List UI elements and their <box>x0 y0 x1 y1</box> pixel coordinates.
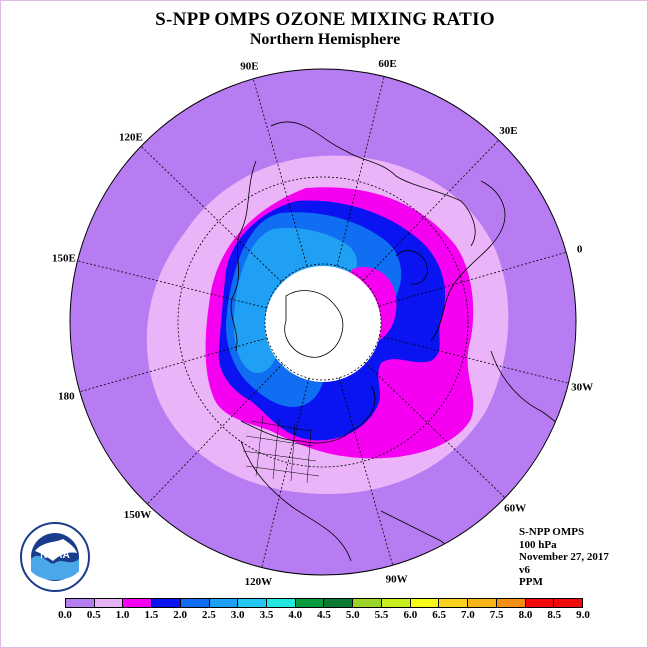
colorbar-segment <box>410 599 440 607</box>
meridian-line <box>140 145 282 282</box>
colorbar-tick-label: 5.0 <box>345 609 360 621</box>
info-version: v6 <box>519 563 530 576</box>
colorbar-tick-label: 2.0 <box>173 609 187 621</box>
colorbar <box>65 598 583 608</box>
noaa-logo: NOAA <box>20 522 90 592</box>
longitude-label: 120E <box>119 132 143 144</box>
colorbar-segment <box>94 599 124 607</box>
longitude-label: 150W <box>124 509 152 521</box>
colorbar-segment <box>554 599 582 607</box>
colorbar-segment <box>152 599 181 607</box>
longitude-label: 60W <box>504 502 526 514</box>
colorbar-segment <box>324 599 354 607</box>
colorbar-tick-label: 4.0 <box>288 609 303 621</box>
colorbar-tick-label: 7.5 <box>489 609 504 621</box>
colorbar-segment <box>180 599 210 607</box>
colorbar-tick-label: 5.5 <box>374 609 389 621</box>
longitude-label: 90E <box>240 60 258 72</box>
colorbar-tick-label: 8.5 <box>547 609 562 621</box>
colorbar-tick-label: 6.0 <box>403 609 418 621</box>
longitude-label: 120W <box>245 576 273 588</box>
meridian-line <box>77 260 267 309</box>
meridian-line <box>379 335 569 384</box>
colorbar-tick-label: 1.0 <box>115 609 130 621</box>
map-title: S-NPP OMPS OZONE MIXING RATIO <box>155 9 495 30</box>
longitude-label: 60E <box>378 58 396 70</box>
colorbar-tick-label: 3.0 <box>230 609 245 621</box>
colorbar-segment <box>295 599 325 607</box>
meridian-line <box>146 363 283 505</box>
map-border <box>69 68 577 576</box>
info-instrument: S-NPP OMPS <box>519 526 585 538</box>
meridian-line <box>336 76 385 266</box>
meridian-line <box>338 377 394 566</box>
longitude-labels: 90E 60E 30E 0 30W 60W 90W 120W 150W 180 150E 120E <box>52 58 593 588</box>
colorbar-tick-label: 4.5 <box>317 609 331 621</box>
info-date: November 27, 2017 <box>519 551 609 563</box>
meridian-line <box>378 251 567 307</box>
colorbar-segment <box>238 599 268 607</box>
polar-night-no-data <box>265 266 381 382</box>
noaa-logo-text: NOAA <box>40 550 69 561</box>
usa-state-boundaries <box>242 415 320 484</box>
colorbar-segment <box>439 599 469 607</box>
colorbar-segment <box>267 599 296 607</box>
colorbar-tick-label: 7.0 <box>461 609 475 621</box>
latitude-circles <box>177 176 469 468</box>
longitude-label: 90W <box>386 574 408 586</box>
colorbar-tick-label: 3.5 <box>259 609 274 621</box>
longitude-label: 180 <box>58 391 75 403</box>
colorbar-tick-label: 0.0 <box>58 609 72 621</box>
colorbar-segment <box>381 599 411 607</box>
longitude-label: 150E <box>52 252 76 264</box>
colorbar-segment <box>66 599 95 607</box>
colorbar-tick-label: 6.5 <box>432 609 446 621</box>
colorbar-segment <box>468 599 497 607</box>
meridian-line <box>364 362 506 499</box>
colorbar-tick-label: 9.0 <box>576 609 590 621</box>
info-level: 100 hPa <box>519 538 557 551</box>
colorbar-segment <box>353 599 382 607</box>
meridian-lines <box>77 76 569 568</box>
meridian-line <box>252 78 308 267</box>
colorbar-tick-label: 0.5 <box>86 609 101 621</box>
map-subtitle: Northern Hemisphere <box>249 31 401 48</box>
info-units: PPM <box>519 576 543 588</box>
info-block: S-NPP OMPS 100 hPa November 27, 2017 v6 … <box>519 526 609 589</box>
colorbar-segment <box>123 599 153 607</box>
meridian-line <box>261 378 310 568</box>
colorbar-tick-label: 8.0 <box>518 609 533 621</box>
colorbar-tick-label: 2.5 <box>202 609 216 621</box>
longitude-label: 30W <box>571 382 593 394</box>
longitude-label: 0 <box>577 243 583 255</box>
colorbar-segment <box>496 599 526 607</box>
colorbar-tick-labels: 0.0 0.5 1.0 1.5 2.0 2.5 3.0 3.5 4.0 4.5 5.0 5.5 6.0 6… <box>58 609 590 623</box>
colorbar-segment <box>525 599 555 607</box>
longitude-label: 30E <box>499 125 517 137</box>
colorbar-segment <box>209 599 239 607</box>
colorbar-tick-label: 1.5 <box>144 609 159 621</box>
meridian-line <box>363 139 500 281</box>
meridian-line <box>79 337 268 393</box>
